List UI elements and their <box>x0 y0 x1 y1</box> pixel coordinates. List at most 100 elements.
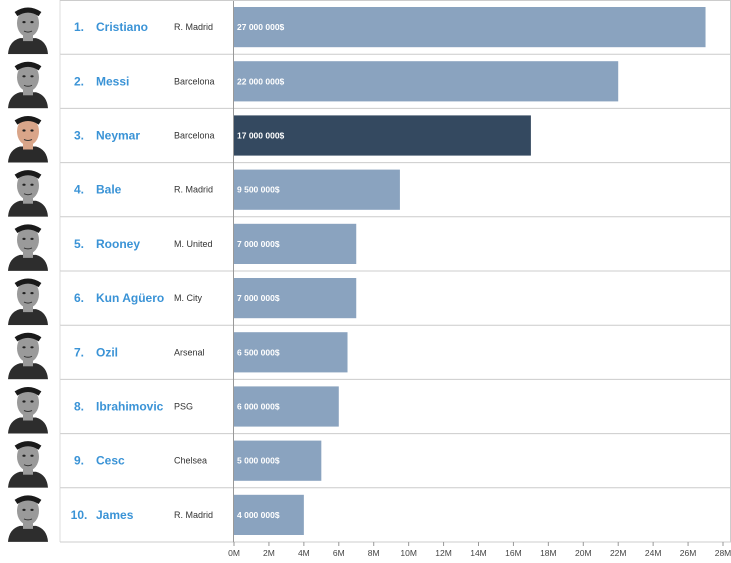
mouth-shape <box>23 355 33 358</box>
shirt-shape <box>8 471 48 488</box>
chart-row: 5. Rooney M. United 7 000 000$ <box>0 216 731 272</box>
eye-shape <box>22 237 26 240</box>
bar-value-label: 27 000 000$ <box>237 22 285 32</box>
player-name: James <box>96 508 134 522</box>
x-axis: 0M 2M 4M 6M 8M 10M 12M 14M 16M 18M 20M 22M 24M 26M 28M <box>228 542 731 558</box>
eye-shape <box>30 292 34 295</box>
player-name: Bale <box>96 183 122 197</box>
player-club: Arsenal <box>174 347 205 357</box>
x-tick-label: 2M <box>263 548 275 558</box>
player-rank: 3. <box>74 129 84 143</box>
player-name: Cesc <box>96 454 125 468</box>
player-club: M. United <box>174 239 213 249</box>
bar-value-label: 6 500 000$ <box>237 347 280 357</box>
face-shape <box>17 334 39 363</box>
hair-shape <box>14 7 42 17</box>
face-shape <box>17 388 39 417</box>
shirt-shape <box>8 525 48 542</box>
bar-value-label: 4 000 000$ <box>237 510 280 520</box>
salary-bar <box>234 278 357 319</box>
salary-bar <box>234 115 531 156</box>
x-tick-label: 24M <box>645 548 662 558</box>
hair-shape <box>14 224 42 234</box>
eye-shape <box>22 183 26 186</box>
mouth-shape <box>23 301 33 304</box>
player-club: Chelsea <box>174 456 207 466</box>
chart-row: 4. Bale R. Madrid 9 500 000$ <box>0 162 731 218</box>
shirt-shape <box>8 146 48 163</box>
eye-shape <box>30 183 34 186</box>
hair-shape <box>14 170 42 179</box>
shirt-shape <box>8 38 48 55</box>
face-shape <box>17 225 39 254</box>
shirt-shape <box>8 254 48 271</box>
player-club: M. City <box>174 293 202 303</box>
face-shape <box>17 496 39 525</box>
x-tick-label: 20M <box>575 548 592 558</box>
chart-row: 3. Neymar Barcelona 17 000 000$ <box>0 108 731 164</box>
player-photo <box>8 116 48 163</box>
player-name: Ozil <box>96 345 118 359</box>
salary-bar <box>234 332 348 373</box>
eye-shape <box>22 346 26 349</box>
player-club: R. Madrid <box>174 185 213 195</box>
eye-shape <box>22 129 26 132</box>
x-tick-label: 0M <box>228 548 240 558</box>
player-photo <box>8 495 48 542</box>
eye-shape <box>30 237 34 240</box>
player-club: Barcelona <box>174 131 215 141</box>
player-photo <box>8 170 48 217</box>
player-photo <box>8 387 48 434</box>
chart-row: 10. James R. Madrid 4 000 000$ <box>0 487 731 543</box>
mouth-shape <box>23 139 33 141</box>
player-club: Barcelona <box>174 76 215 86</box>
bar-value-label: 22 000 000$ <box>237 76 285 86</box>
eye-shape <box>22 21 26 24</box>
mouth-shape <box>23 464 33 467</box>
player-photo <box>8 441 48 488</box>
salary-bar <box>234 494 304 535</box>
mouth-shape <box>23 518 33 521</box>
chart-row: 8. Ibrahimovic PSG 6 000 000$ <box>0 379 731 435</box>
salary-bar <box>234 61 619 102</box>
player-name: Rooney <box>96 237 140 251</box>
player-rank: 5. <box>74 237 84 251</box>
hair-shape <box>14 332 42 342</box>
eye-shape <box>22 75 26 78</box>
eye-shape <box>30 346 34 349</box>
x-tick-label: 12M <box>435 548 452 558</box>
salary-bar <box>234 440 322 481</box>
shirt-shape <box>8 417 48 434</box>
face-shape <box>17 9 39 38</box>
player-name: Kun Agüero <box>96 291 164 305</box>
mouth-shape <box>23 193 33 196</box>
player-photo <box>8 332 48 380</box>
player-photo <box>8 278 48 326</box>
face-shape <box>17 171 39 200</box>
hair-shape <box>14 495 42 505</box>
face-shape <box>17 280 39 309</box>
rows-layer: 1. Cristiano R. Madrid 27 000 000$ 2. Messi Ba… <box>0 0 731 543</box>
chart-row: 1. Cristiano R. Madrid 27 000 000$ <box>0 0 731 55</box>
salary-bar <box>234 7 706 48</box>
eye-shape <box>30 508 34 512</box>
eye-shape <box>22 508 26 512</box>
chart-row: 2. Messi Barcelona 22 000 000$ <box>0 54 731 109</box>
eye-shape <box>22 400 26 403</box>
eye-shape <box>30 454 34 457</box>
mouth-shape <box>23 410 33 412</box>
player-rank: 4. <box>74 183 84 197</box>
hair-shape <box>14 61 42 71</box>
hair-shape <box>14 387 42 396</box>
x-tick-label: 26M <box>680 548 697 558</box>
x-tick-label: 4M <box>298 548 310 558</box>
x-tick-label: 10M <box>400 548 417 558</box>
player-name: Neymar <box>96 129 140 143</box>
player-name: Cristiano <box>96 20 148 34</box>
eye-shape <box>22 292 26 295</box>
player-photo <box>8 61 48 109</box>
player-rank: 7. <box>74 345 84 359</box>
eye-shape <box>30 21 34 24</box>
eye-shape <box>30 400 34 403</box>
